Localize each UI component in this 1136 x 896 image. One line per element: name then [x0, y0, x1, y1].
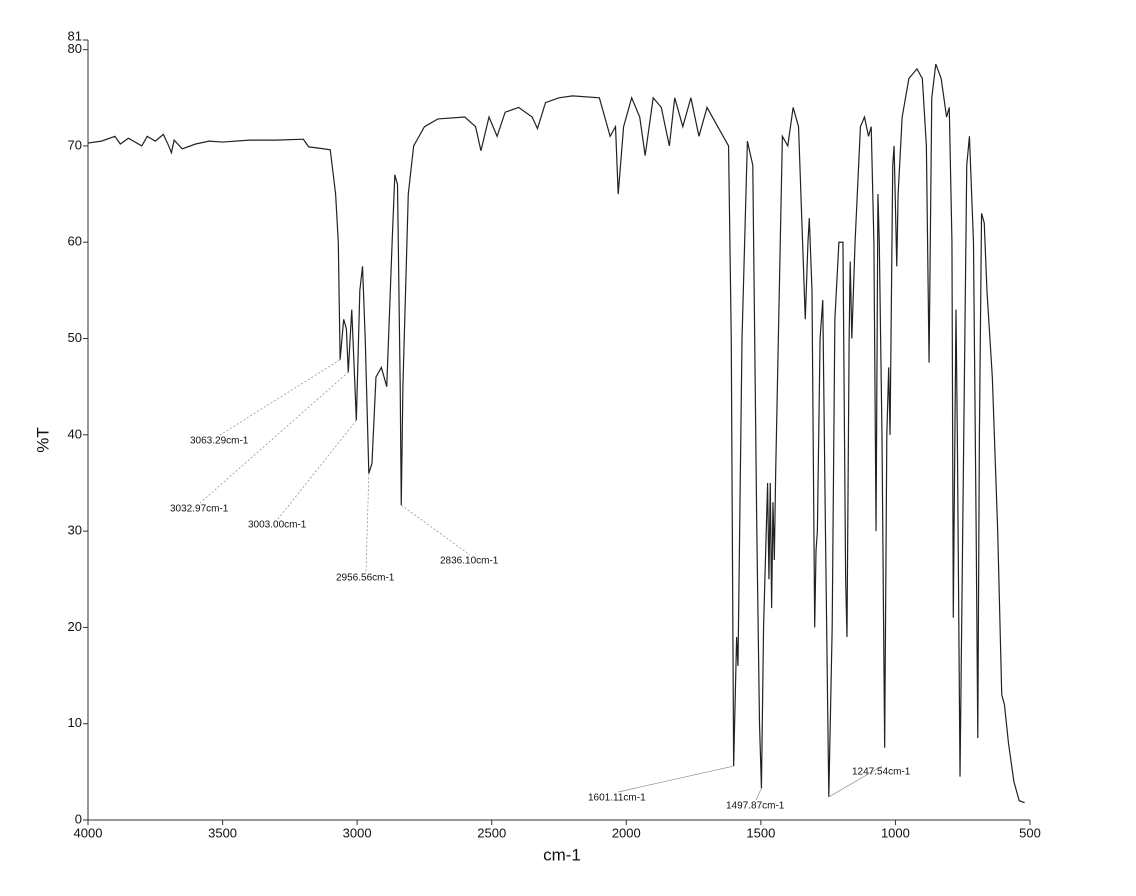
y-tick-label: 50: [68, 330, 82, 345]
annotation-leader: [219, 359, 341, 436]
annotation-leader: [755, 788, 762, 801]
x-tick-label: 1500: [746, 825, 775, 840]
y-tick-label: 0: [75, 811, 82, 826]
annotation-leader: [401, 504, 471, 556]
annotation-label: 1601.11cm-1: [588, 793, 646, 804]
annotation-leader: [365, 473, 370, 573]
annotation-leader: [828, 765, 883, 798]
annotation-label: 1247.54cm-1: [852, 767, 911, 778]
x-tick-label: 3500: [208, 825, 237, 840]
annotation-leader: [617, 765, 734, 793]
x-tick-label: 3000: [343, 825, 372, 840]
annotation-label: 3063.29cm-1: [190, 436, 249, 447]
x-tick-label: 1000: [881, 825, 910, 840]
y-axis-label: %T: [33, 427, 52, 453]
x-tick-label: 4000: [74, 825, 103, 840]
y-tick-label: 60: [68, 234, 82, 249]
x-tick-label: 2500: [477, 825, 506, 840]
x-tick-label: 2000: [612, 825, 641, 840]
annotation-label: 3032.97cm-1: [170, 504, 229, 515]
y-tick-label: 80: [68, 41, 82, 56]
y-tick-label: 30: [68, 523, 82, 538]
x-axis-label: cm-1: [543, 845, 581, 864]
annotation-label: 1497.87cm-1: [726, 801, 785, 812]
annotation-leader: [277, 420, 357, 520]
annotation-label: 2956.56cm-1: [336, 573, 395, 584]
y-tick-label: 70: [68, 137, 82, 152]
y-tick-label: 40: [68, 426, 82, 441]
y-tick-label: 81: [68, 28, 82, 43]
spectrum-line: [87, 63, 1025, 804]
annotation-leader: [199, 371, 349, 504]
x-tick-label: 500: [1019, 825, 1041, 840]
annotation-label: 3003.00cm-1: [248, 520, 307, 531]
y-tick-label: 10: [68, 715, 82, 730]
annotation-label: 2836.10cm-1: [440, 556, 499, 567]
y-tick-label: 20: [68, 619, 82, 634]
